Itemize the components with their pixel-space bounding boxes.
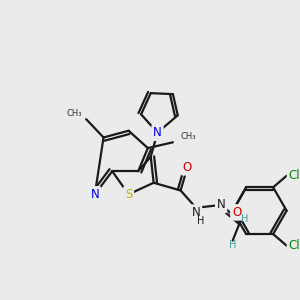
Text: CH₃: CH₃	[67, 109, 82, 118]
Text: H: H	[229, 240, 236, 250]
Text: Cl: Cl	[289, 239, 300, 252]
Text: H: H	[241, 214, 248, 224]
Text: N: N	[217, 198, 226, 212]
Text: O: O	[183, 161, 192, 174]
Text: Cl: Cl	[289, 169, 300, 182]
Text: N: N	[153, 126, 162, 139]
Text: O: O	[232, 206, 241, 219]
Text: N: N	[91, 188, 99, 201]
Text: CH₃: CH₃	[181, 132, 196, 141]
Text: H: H	[197, 216, 205, 226]
Text: N: N	[192, 206, 200, 219]
Text: S: S	[125, 188, 132, 201]
